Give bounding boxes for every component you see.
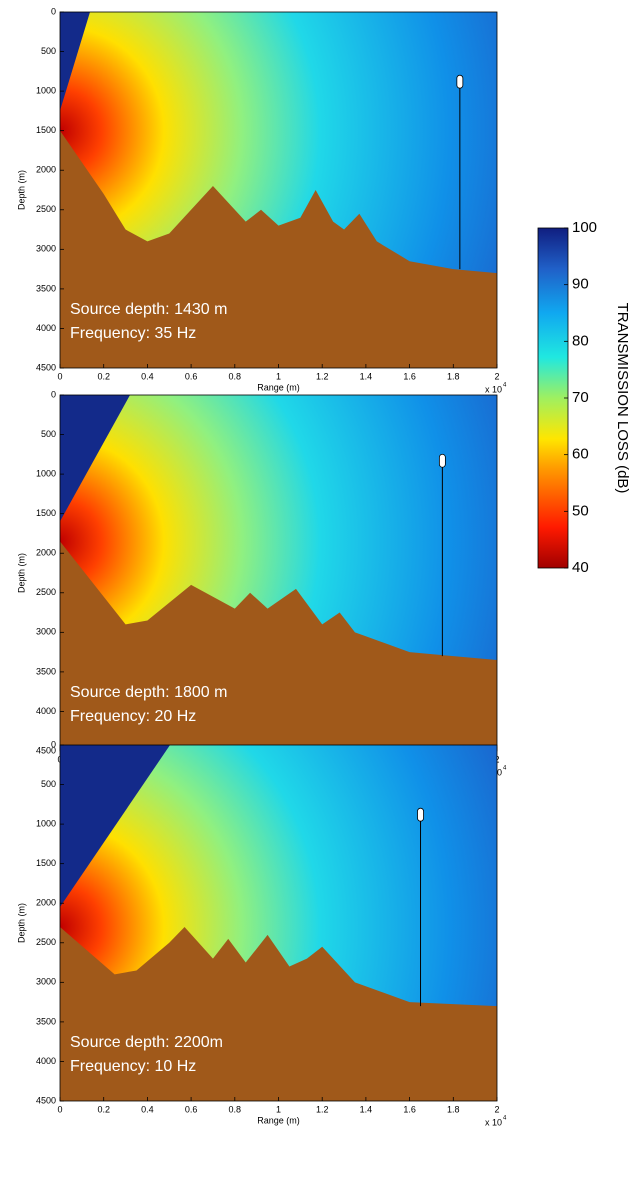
panel: 0 0.2 0.4 0.6 0.8 1 1.2 1.4 1.6 1.8 2 0 500 1000 1500 2… [16, 6, 507, 394]
y-tick-label: 1500 [36, 125, 56, 135]
y-tick-label: 4000 [36, 1056, 56, 1066]
y-axis-label: Depth (m) [16, 170, 26, 210]
y-tick-label: 4500 [36, 745, 56, 755]
colorbar-label: TRANSMISSION LOSS (dB) [614, 303, 631, 494]
x-tick-label: 0 [57, 1104, 62, 1114]
annotation: Frequency: 35 Hz [70, 325, 196, 342]
y-tick-label: 4000 [36, 323, 56, 333]
x-tick-label: 2 [494, 371, 499, 381]
seafloor [60, 926, 497, 1101]
x-multiplier: x 10 [485, 384, 502, 394]
x-tick-label: 1.8 [447, 1104, 460, 1114]
colorbar-tick-label: 100 [572, 219, 597, 236]
x-multiplier-exponent: 4 [503, 383, 507, 389]
y-tick-label: 1500 [36, 858, 56, 868]
shadow-zone [60, 745, 170, 907]
annotation: Source depth: 2200m [70, 1034, 223, 1051]
annotation: Source depth: 1430 m [70, 301, 227, 318]
y-tick-label: 2500 [36, 587, 56, 597]
y-tick-label: 4500 [36, 1095, 56, 1105]
x-tick-label: 1.4 [360, 371, 373, 381]
y-tick-label: 500 [41, 429, 56, 439]
y-tick-label: 0 [51, 389, 56, 399]
panel: 0 0.2 0.4 0.6 0.8 1 1.2 1.4 1.6 1.8 2 0 500 1000 1500 2… [16, 739, 507, 1127]
y-axis-label: Depth (m) [16, 903, 26, 943]
annotation: Frequency: 20 Hz [70, 708, 196, 725]
y-tick-label: 500 [41, 46, 56, 56]
seafloor [60, 130, 497, 368]
y-tick-label: 1000 [36, 468, 56, 478]
y-axis-label: Depth (m) [16, 553, 26, 593]
colorbar-tick-label: 70 [572, 389, 589, 406]
shadow-zone [60, 12, 90, 111]
receiver-float [456, 74, 464, 89]
x-tick-label: 0.6 [185, 371, 198, 381]
x-tick-label: 0.6 [185, 1104, 198, 1114]
x-multiplier-exponent: 4 [503, 1116, 507, 1122]
y-tick-label: 2500 [36, 204, 56, 214]
y-tick-label: 2000 [36, 898, 56, 908]
y-tick-label: 3000 [36, 627, 56, 637]
y-tick-label: 3000 [36, 977, 56, 987]
y-tick-label: 4000 [36, 706, 56, 716]
x-tick-label: 1.6 [403, 371, 416, 381]
colorbar-tick-label: 50 [572, 502, 589, 519]
y-tick-label: 0 [51, 6, 56, 16]
y-tick-label: 3000 [36, 244, 56, 254]
panel: 00.20.40.60.811.21.41.61.820500100015002… [16, 389, 507, 777]
x-tick-label: 2 [494, 1104, 499, 1114]
x-tick-label: 0.8 [229, 1104, 242, 1114]
annotation: Frequency: 10 Hz [70, 1058, 196, 1075]
y-tick-label: 3500 [36, 666, 56, 676]
colorbar-tick-label: 80 [572, 332, 589, 349]
receiver-float [417, 807, 424, 822]
x-tick-label: 1.8 [447, 371, 460, 381]
y-tick-label: 4500 [36, 362, 56, 372]
x-multiplier: x 10 [485, 1117, 502, 1127]
x-tick-label: 0.2 [97, 371, 110, 381]
x-axis-label: Range (m) [257, 1115, 300, 1125]
receiver-float [438, 453, 446, 468]
x-tick-label: 1 [276, 1104, 281, 1114]
x-tick-label: 0.4 [141, 371, 154, 381]
y-tick-label: 500 [41, 779, 56, 789]
x-tick-label: 0 [57, 371, 62, 381]
seafloor [60, 541, 497, 751]
x-tick-label: 0.8 [229, 371, 242, 381]
y-tick-label: 2500 [36, 937, 56, 947]
y-tick-label: 1500 [36, 508, 56, 518]
colorbar [537, 227, 569, 569]
x-axis-label: Range (m) [257, 382, 300, 392]
colorbar-tick-label: 90 [572, 276, 589, 293]
shadow-zone [60, 395, 130, 522]
y-tick-label: 2000 [36, 548, 56, 558]
y-tick-label: 0 [51, 739, 56, 749]
x-tick-label: 1.2 [316, 371, 329, 381]
x-tick-label: 1.2 [316, 1104, 329, 1114]
y-tick-label: 3500 [36, 283, 56, 293]
colorbar-tick-label: 60 [572, 446, 589, 463]
y-tick-label: 1000 [36, 85, 56, 95]
colorbar-tick-label: 40 [572, 559, 589, 576]
annotation: Source depth: 1800 m [70, 684, 227, 701]
x-multiplier-exponent: 4 [503, 766, 507, 772]
x-tick-label: 1.4 [360, 1104, 373, 1114]
y-tick-label: 1000 [36, 818, 56, 828]
x-tick-label: 1 [276, 371, 281, 381]
x-tick-label: 1.6 [403, 1104, 416, 1114]
y-tick-label: 2000 [36, 165, 56, 175]
y-tick-label: 3500 [36, 1016, 56, 1026]
x-tick-label: 0.2 [97, 1104, 110, 1114]
x-tick-label: 0.4 [141, 1104, 154, 1114]
